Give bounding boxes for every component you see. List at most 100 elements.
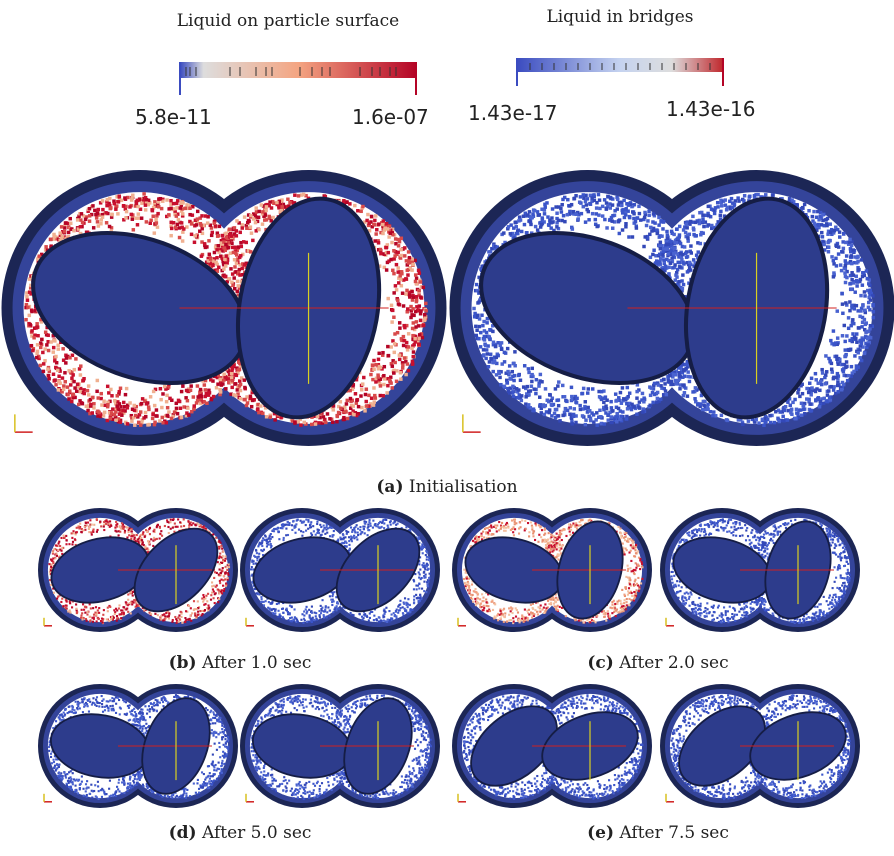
particle xyxy=(511,394,516,399)
particle xyxy=(310,422,314,427)
particle xyxy=(608,217,612,222)
particle xyxy=(835,383,840,388)
particle xyxy=(411,321,416,325)
particle xyxy=(98,414,103,419)
particle xyxy=(634,224,638,228)
particle xyxy=(509,223,513,227)
particle xyxy=(855,332,859,336)
particle xyxy=(657,261,661,265)
particle xyxy=(171,620,174,623)
particle xyxy=(809,409,813,413)
particle xyxy=(148,395,153,399)
particle xyxy=(67,397,71,401)
particle xyxy=(169,416,174,421)
particle xyxy=(52,234,57,239)
particle xyxy=(146,423,150,427)
particle xyxy=(188,212,192,217)
particle xyxy=(685,394,690,398)
particle xyxy=(831,275,836,279)
particle xyxy=(559,206,563,211)
particle xyxy=(221,237,225,242)
particle xyxy=(238,230,242,235)
particle xyxy=(791,200,796,204)
particle xyxy=(662,258,666,262)
particle xyxy=(386,353,391,358)
particle xyxy=(122,400,126,405)
particle xyxy=(830,341,834,346)
particle xyxy=(158,387,163,391)
particle xyxy=(34,326,39,330)
particle xyxy=(185,203,189,207)
particle xyxy=(37,356,41,361)
particle xyxy=(529,231,534,235)
particle xyxy=(108,413,113,418)
particle xyxy=(546,399,551,404)
particle xyxy=(58,231,62,235)
particle xyxy=(845,364,849,369)
particle xyxy=(58,594,61,597)
particle xyxy=(146,202,150,207)
particle xyxy=(706,211,710,216)
particle xyxy=(848,237,852,242)
particle xyxy=(485,317,490,321)
particle xyxy=(145,529,148,532)
particle xyxy=(213,224,218,228)
particle xyxy=(414,299,419,304)
particle xyxy=(64,221,68,225)
particle xyxy=(574,420,578,425)
particle xyxy=(111,618,115,621)
particle xyxy=(655,231,660,236)
particle xyxy=(47,377,51,381)
particle xyxy=(622,198,626,203)
particle xyxy=(236,368,240,373)
particle xyxy=(158,419,162,423)
particle xyxy=(147,548,150,551)
particle xyxy=(130,407,135,411)
particle xyxy=(759,195,763,199)
particle xyxy=(233,265,237,269)
particle xyxy=(386,344,390,349)
particle xyxy=(849,249,854,254)
particle xyxy=(574,194,578,198)
particle xyxy=(353,392,358,396)
particle xyxy=(699,233,703,237)
particle xyxy=(480,313,484,317)
particle xyxy=(180,207,185,211)
particle xyxy=(398,274,402,278)
particle xyxy=(657,244,662,248)
particle xyxy=(218,390,223,394)
particle xyxy=(680,266,684,270)
particle xyxy=(528,389,533,393)
particle xyxy=(199,394,204,399)
particle xyxy=(235,248,239,253)
particle xyxy=(674,382,679,386)
particle xyxy=(390,227,395,232)
particle xyxy=(863,310,868,315)
particle xyxy=(529,222,533,227)
particle xyxy=(101,620,104,623)
particle xyxy=(398,256,403,260)
particle xyxy=(670,256,674,260)
particle xyxy=(403,254,407,258)
particle xyxy=(69,602,72,605)
particle xyxy=(552,228,556,233)
particle xyxy=(691,258,696,262)
particle xyxy=(699,393,704,398)
particle xyxy=(328,417,332,421)
particle xyxy=(658,240,663,245)
particle xyxy=(227,227,232,231)
particle xyxy=(424,301,428,306)
particle xyxy=(63,371,67,375)
particle xyxy=(477,336,481,341)
particle xyxy=(822,240,826,244)
particle xyxy=(198,216,202,220)
particle xyxy=(748,194,752,199)
particle xyxy=(502,360,507,364)
particle xyxy=(865,345,869,349)
particle xyxy=(549,226,553,230)
particle xyxy=(671,375,675,379)
particle xyxy=(235,289,239,294)
particle xyxy=(635,412,639,417)
particle xyxy=(69,383,73,387)
particle xyxy=(369,220,373,224)
